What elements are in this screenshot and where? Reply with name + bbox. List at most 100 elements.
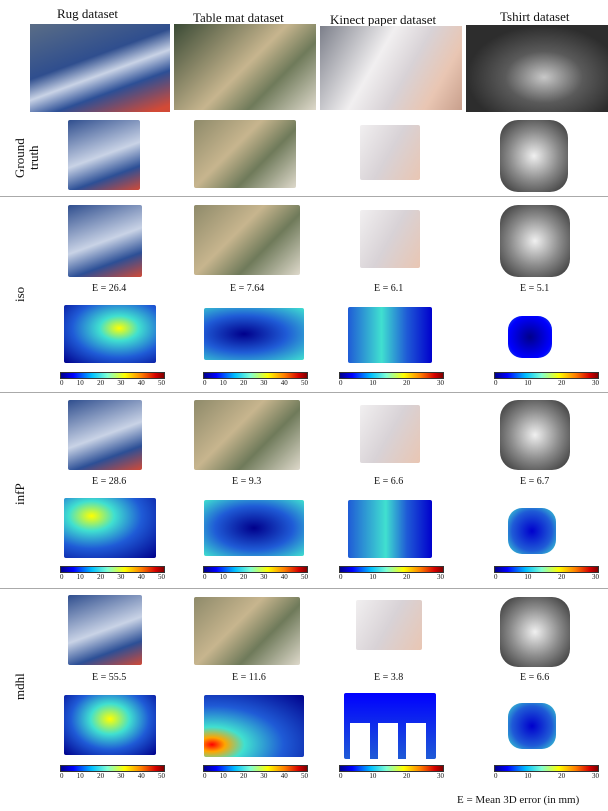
colorbar-tick-label: 0 bbox=[494, 379, 498, 387]
mdhl-kinect-heatmap bbox=[344, 693, 436, 759]
colorbar-tick-label: 20 bbox=[97, 772, 105, 780]
colorbar-tick-label: 10 bbox=[219, 573, 227, 581]
heatmap-hole bbox=[350, 723, 370, 759]
colorbar-tick-label: 20 bbox=[240, 379, 248, 387]
colorbar-gradient bbox=[60, 765, 165, 772]
mdhl-tshirt-colorbar: 0 10 20 30 bbox=[494, 765, 599, 780]
row-separator bbox=[0, 588, 608, 589]
iso-tshirt-error: E = 5.1 bbox=[520, 283, 550, 294]
iso-kinect-heatmap bbox=[348, 307, 432, 363]
colorbar-tick-label: 40 bbox=[137, 573, 145, 581]
iso-rug-heatmap bbox=[64, 305, 156, 363]
iso-tablemat-heatmap bbox=[204, 308, 304, 360]
row-label-iso: iso bbox=[12, 286, 27, 302]
colorbar-tick-label: 20 bbox=[403, 379, 411, 387]
colorbar-tick-label: 20 bbox=[240, 772, 248, 780]
iso-tshirt-colorbar: 0 10 20 30 bbox=[494, 372, 599, 387]
colorbar-tick-label: 0 bbox=[60, 573, 64, 581]
mdhl-kinect-colorbar: 0 10 20 30 bbox=[339, 765, 444, 780]
infp-rug-colorbar: 0 10 20 30 40 50 bbox=[60, 566, 165, 581]
iso-tshirt-texture bbox=[500, 205, 570, 277]
rug-photo bbox=[30, 24, 170, 112]
col-title-rug: Rug dataset bbox=[57, 6, 119, 21]
infp-rug-heatmap bbox=[64, 498, 156, 558]
row-label-truth: truth bbox=[26, 145, 41, 170]
colorbar-tick-label: 0 bbox=[339, 573, 343, 581]
iso-rug-colorbar: 0 10 20 30 40 50 bbox=[60, 372, 165, 387]
infp-rug-texture bbox=[68, 400, 142, 470]
colorbar-tick-label: 30 bbox=[436, 573, 444, 581]
mdhl-rug-heatmap bbox=[64, 695, 156, 755]
colorbar-tick-label: 30 bbox=[117, 772, 125, 780]
col-title-tshirt: Tshirt dataset bbox=[500, 9, 570, 24]
colorbar-tick-label: 20 bbox=[558, 573, 566, 581]
colorbar-gradient bbox=[339, 566, 444, 573]
mdhl-rug-error: E = 55.5 bbox=[92, 672, 127, 683]
gt-rug-texture bbox=[68, 120, 140, 190]
kinect-paper-photo bbox=[320, 26, 462, 110]
colorbar-tick-label: 20 bbox=[403, 772, 411, 780]
row-separator bbox=[0, 392, 608, 393]
colorbar-tick-label: 0 bbox=[339, 772, 343, 780]
iso-tshirt-heatmap bbox=[508, 316, 552, 358]
infp-tablemat-texture bbox=[194, 400, 300, 470]
colorbar-gradient bbox=[494, 372, 599, 379]
colorbar-tick-label: 10 bbox=[76, 379, 84, 387]
colorbar-tick-label: 30 bbox=[260, 573, 268, 581]
colorbar-gradient bbox=[60, 372, 165, 379]
heatmap-hole bbox=[406, 723, 426, 759]
iso-kinect-error: E = 6.1 bbox=[374, 283, 404, 294]
colorbar-tick-label: 30 bbox=[591, 573, 599, 581]
colorbar-tick-label: 50 bbox=[157, 379, 165, 387]
colorbar-tick-label: 40 bbox=[137, 772, 145, 780]
infp-tablemat-error: E = 9.3 bbox=[232, 476, 262, 487]
colorbar-tick-label: 50 bbox=[300, 379, 308, 387]
iso-tablemat-colorbar: 0 10 20 30 40 50 bbox=[203, 372, 308, 387]
colorbar-tick-label: 30 bbox=[260, 379, 268, 387]
col-title-tablemat: Table mat dataset bbox=[193, 10, 284, 25]
colorbar-tick-label: 40 bbox=[280, 573, 288, 581]
mdhl-rug-colorbar: 0 10 20 30 40 50 bbox=[60, 765, 165, 780]
infp-tshirt-heatmap bbox=[508, 508, 556, 554]
colorbar-tick-label: 10 bbox=[76, 573, 84, 581]
colorbar-gradient bbox=[339, 765, 444, 772]
gt-kinect-texture bbox=[360, 125, 420, 180]
tshirt-photo bbox=[466, 25, 608, 112]
row-label-infp: infP bbox=[12, 483, 27, 505]
tablemat-photo bbox=[174, 24, 316, 110]
colorbar-tick-label: 10 bbox=[76, 772, 84, 780]
colorbar-tick-label: 30 bbox=[436, 379, 444, 387]
colorbar-tick-label: 40 bbox=[280, 379, 288, 387]
mdhl-tablemat-texture bbox=[194, 597, 300, 665]
colorbar-tick-label: 10 bbox=[524, 772, 532, 780]
colorbar-tick-label: 30 bbox=[591, 379, 599, 387]
row-label-mdhl: mdhl bbox=[12, 673, 27, 700]
mdhl-tshirt-heatmap bbox=[508, 703, 556, 749]
mdhl-tablemat-colorbar: 0 10 20 30 40 50 bbox=[203, 765, 308, 780]
mdhl-kinect-error: E = 3.8 bbox=[374, 672, 404, 683]
heatmap-hole bbox=[378, 723, 398, 759]
row-separator bbox=[0, 196, 608, 197]
colorbar-tick-label: 50 bbox=[300, 772, 308, 780]
colorbar-tick-label: 20 bbox=[97, 379, 105, 387]
colorbar-tick-label: 0 bbox=[60, 772, 64, 780]
colorbar-gradient bbox=[60, 566, 165, 573]
colorbar-tick-label: 10 bbox=[369, 379, 377, 387]
colorbar-tick-label: 30 bbox=[436, 772, 444, 780]
colorbar-tick-label: 40 bbox=[280, 772, 288, 780]
mdhl-tablemat-heatmap bbox=[204, 695, 304, 757]
infp-tshirt-error: E = 6.7 bbox=[520, 476, 550, 487]
mdhl-tshirt-error: E = 6.6 bbox=[520, 672, 550, 683]
colorbar-tick-label: 30 bbox=[260, 772, 268, 780]
colorbar-tick-label: 10 bbox=[219, 772, 227, 780]
infp-kinect-error: E = 6.6 bbox=[374, 476, 404, 487]
infp-tshirt-colorbar: 0 10 20 30 bbox=[494, 566, 599, 581]
gt-tshirt-texture bbox=[500, 120, 568, 192]
iso-kinect-colorbar: 0 10 20 30 bbox=[339, 372, 444, 387]
colorbar-tick-label: 20 bbox=[403, 573, 411, 581]
iso-rug-error: E = 26.4 bbox=[92, 283, 127, 294]
colorbar-tick-label: 0 bbox=[60, 379, 64, 387]
colorbar-tick-label: 50 bbox=[300, 573, 308, 581]
iso-kinect-texture bbox=[360, 210, 420, 268]
colorbar-tick-label: 20 bbox=[97, 573, 105, 581]
